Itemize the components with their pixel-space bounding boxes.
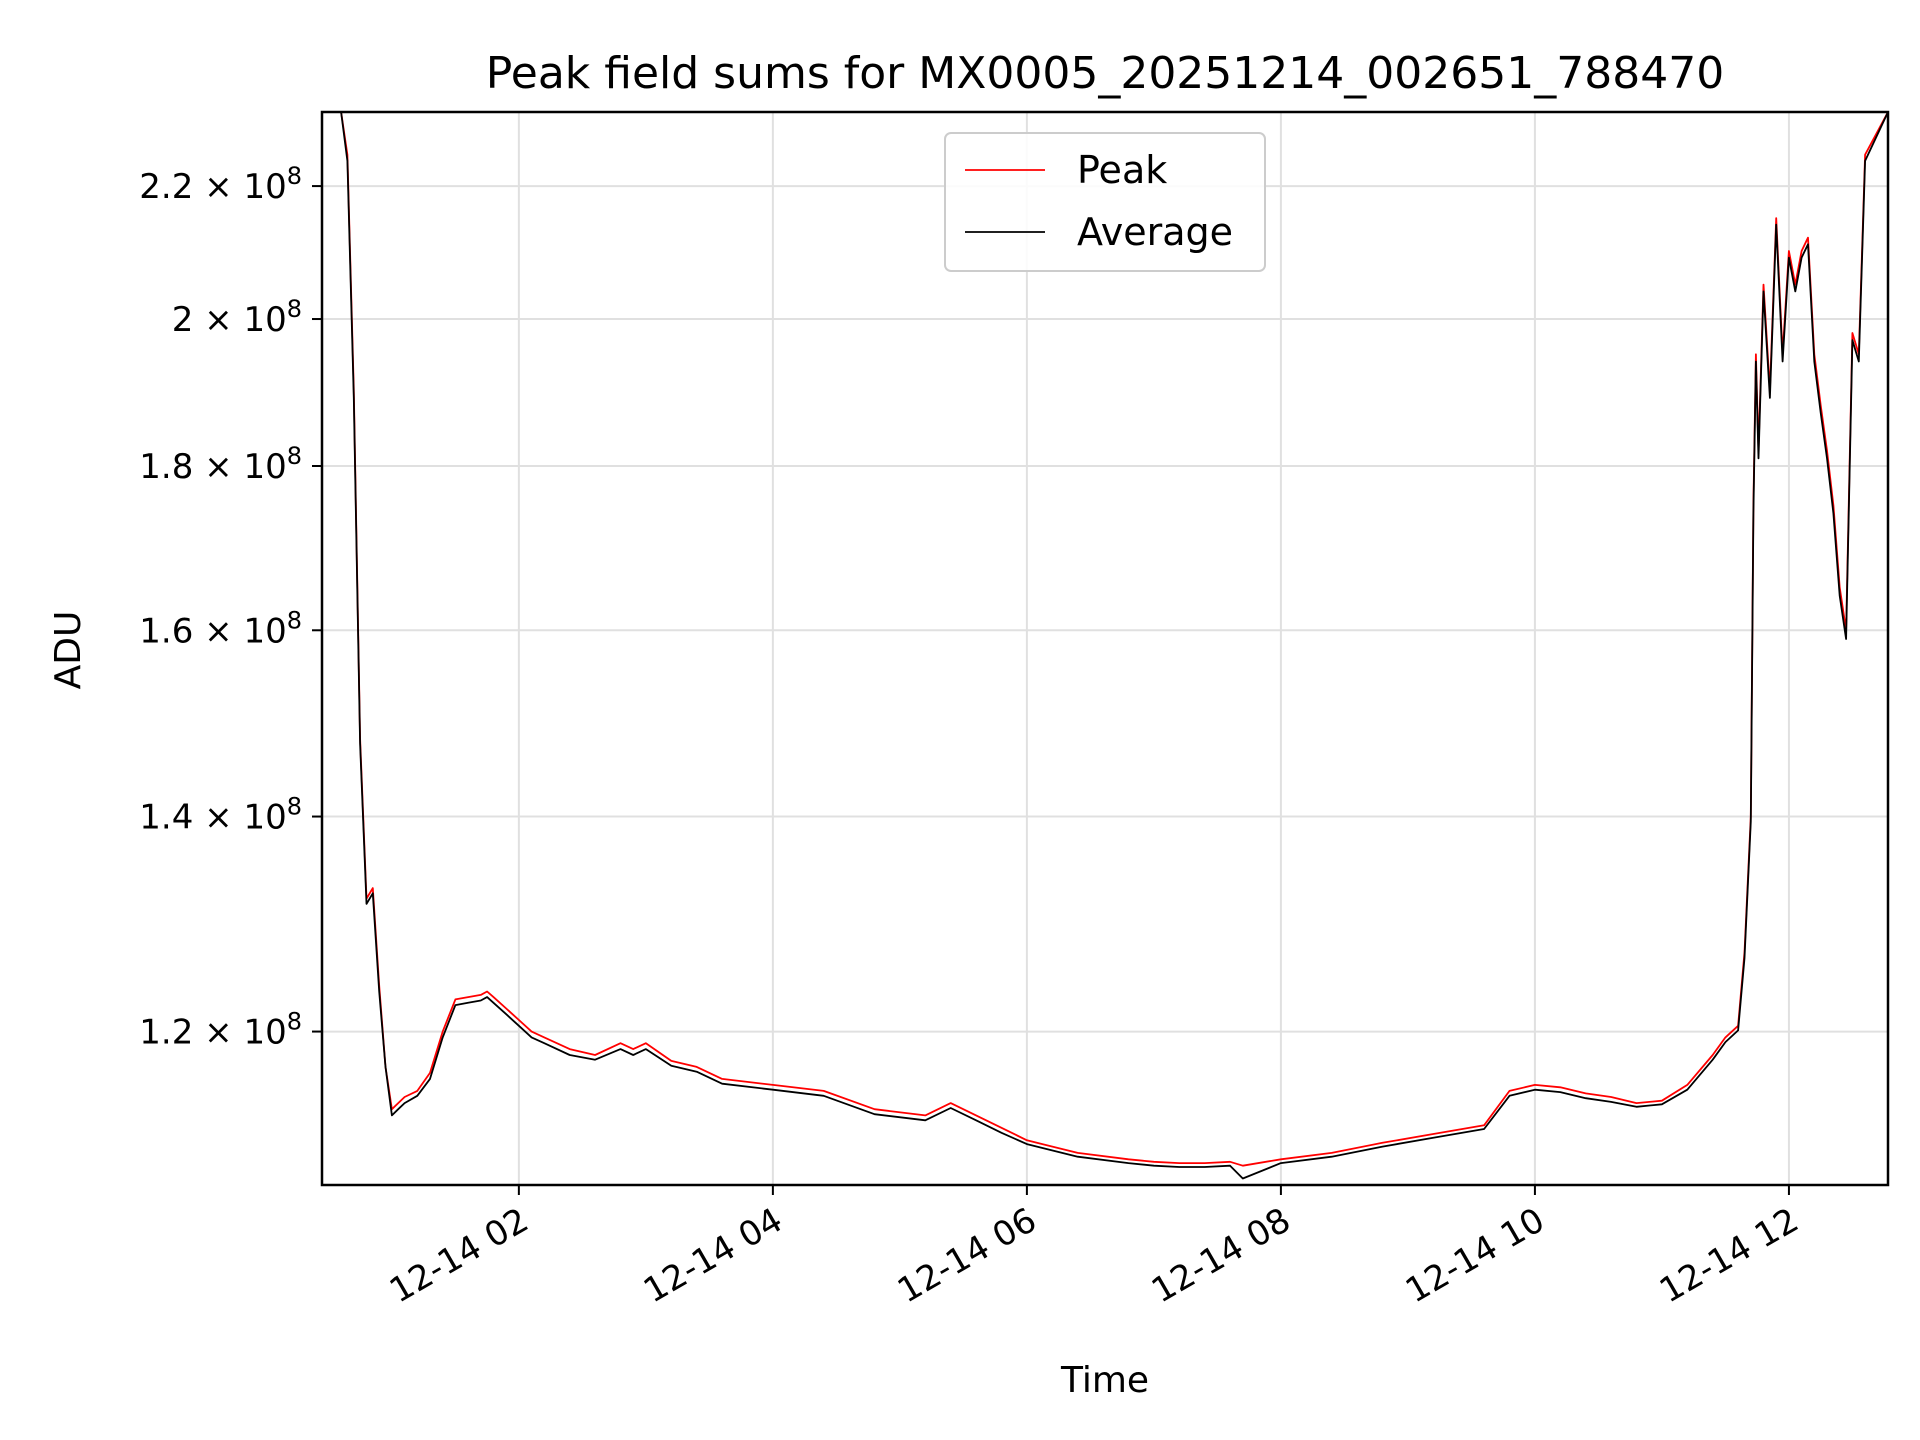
y-tick-label: 1.8 × 108 bbox=[139, 442, 302, 487]
legend: Peak Average bbox=[944, 132, 1266, 272]
chart-title: Peak field sums for MX0005_20251214_0026… bbox=[486, 48, 1724, 99]
y-tick-exponent: 8 bbox=[287, 295, 302, 323]
legend-box bbox=[944, 132, 1266, 272]
y-tick-exponent: 8 bbox=[287, 442, 302, 470]
y-tick-label: 1.4 × 108 bbox=[139, 793, 302, 838]
y-tick-mantissa: 1.6 bbox=[139, 611, 193, 651]
series-line-average bbox=[322, 112, 1888, 1180]
y-tick-mantissa: 1.4 bbox=[139, 798, 193, 838]
y-tick-label: 2.2 × 108 bbox=[139, 162, 302, 207]
legend-average-label: Average bbox=[1077, 210, 1233, 254]
y-tick-mantissa: 1.2 bbox=[139, 1013, 193, 1053]
y-axis-label: ADU bbox=[48, 611, 89, 690]
y-tick-label: 2 × 108 bbox=[172, 295, 302, 340]
legend-peak-label: Peak bbox=[1077, 148, 1167, 192]
y-tick-exponent: 8 bbox=[287, 1008, 302, 1036]
y-tick-label: 1.6 × 108 bbox=[139, 606, 302, 651]
y-tick-mantissa: 1.8 bbox=[139, 447, 193, 487]
y-tick-exponent: 8 bbox=[287, 606, 302, 634]
y-tick-mantissa: 2 bbox=[172, 300, 194, 340]
y-tick-mantissa: 2.2 bbox=[139, 167, 193, 207]
x-axis-label: Time bbox=[1060, 1360, 1149, 1401]
plot-frame bbox=[320, 110, 1890, 1187]
grid-layer bbox=[322, 112, 1888, 1185]
series-layer bbox=[322, 112, 1888, 1180]
y-tick-exponent: 8 bbox=[287, 793, 302, 821]
y-tick-label: 1.2 × 108 bbox=[139, 1008, 302, 1053]
y-tick-exponent: 8 bbox=[287, 162, 302, 190]
